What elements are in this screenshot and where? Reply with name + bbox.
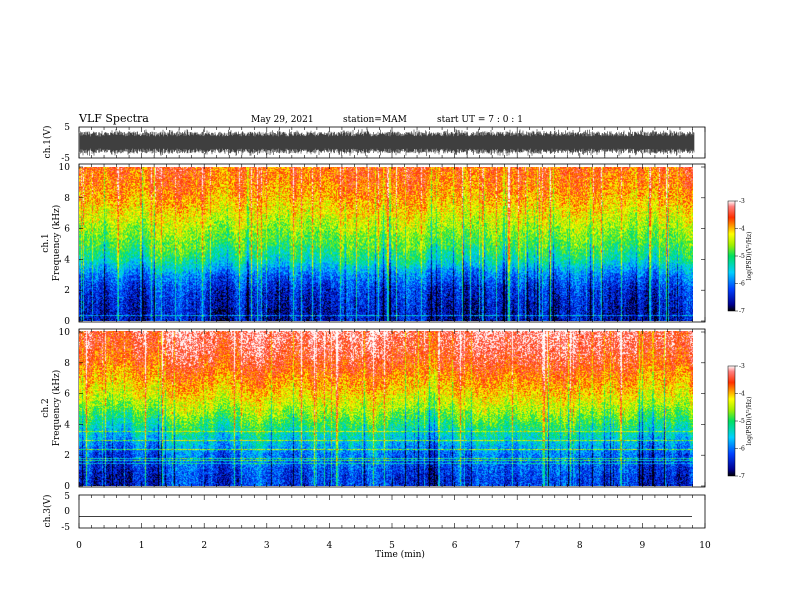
frequency-tick-label: 8 (64, 194, 70, 204)
ch1-waveform-trace (79, 128, 695, 157)
ch3-voltage-axis-label: ch.3(V) (42, 495, 53, 528)
frequency-tick-label: 0 (64, 317, 70, 327)
ch2-spectrogram-image (79, 331, 693, 486)
ch1-ytick-neg5: -5 (61, 154, 70, 164)
frequency-tick-label: 4 (64, 255, 70, 265)
ch3-ytick-0: 0 (64, 507, 70, 517)
time-tick-label: 4 (327, 541, 333, 551)
start-ut-label: start UT = 7 : 0 : 1 (437, 115, 523, 125)
ch1-colorbar (727, 200, 736, 312)
colorbar-tick-label: -5 (739, 418, 745, 425)
ch1-label: ch.1 (41, 233, 51, 252)
ch3-ytick-5: 5 (64, 492, 70, 502)
figure-title: VLF Spectra (78, 112, 149, 125)
colorbar-tick-label: -4 (739, 391, 745, 398)
colorbar-tick-label: -7 (739, 308, 745, 315)
date-label: May 29, 2021 (251, 115, 314, 125)
time-tick-label: 7 (514, 541, 520, 551)
ch2-label: ch.2 (41, 398, 51, 417)
ch1-voltage-axis-label: ch.1(V) (42, 126, 53, 159)
colorbar-tick-label: -3 (739, 198, 745, 205)
station-label: station=MAM (343, 115, 407, 125)
frequency-tick-label: 0 (64, 482, 70, 492)
ch1-waveform-path (79, 128, 695, 157)
time-tick-label: 1 (139, 541, 145, 551)
frequency-tick-label: 10 (59, 328, 71, 338)
time-tick-label: 10 (699, 541, 711, 551)
colorbar-tick-label: -7 (739, 473, 745, 480)
frequency-tick-label: 10 (59, 163, 71, 173)
colorbar-tick-label: -3 (739, 363, 745, 370)
ch1-colorbar-label: log(PSD)(V²/Hz) (746, 232, 753, 281)
ch2-colorbar (727, 365, 736, 477)
time-axis-label: Time (min) (375, 549, 425, 560)
ch1-waveform-panel: 5 -5 ch.1(V) (42, 123, 706, 164)
time-tick-label: 9 (640, 541, 646, 551)
frequency-tick-label: 2 (64, 286, 70, 296)
ch3-ytick-neg5: -5 (61, 523, 70, 533)
time-tick-label: 2 (201, 541, 207, 551)
ch3-waveform-panel: 5 0 -5 ch.3(V) 0 1 2 3 4 5 6 7 8 9 10 Time (min) (42, 492, 711, 560)
time-tick-label: 5 (389, 541, 395, 551)
frequency-tick-label: 6 (64, 225, 70, 235)
ch2-frequency-axis-label: Frequency (kHz) (51, 370, 62, 447)
ch1-frequency-axis-label: Frequency (kHz) (51, 205, 62, 282)
ch2-colorbar-label: log(PSD)(V²/Hz) (746, 397, 753, 446)
colorbar-tick-label: -4 (739, 226, 745, 233)
time-tick-label: 8 (577, 541, 583, 551)
frequency-tick-label: 4 (64, 420, 70, 430)
colorbar-tick-label: -6 (739, 446, 745, 453)
colorbar-tick-label: -5 (739, 253, 745, 260)
time-tick-label: 0 (76, 541, 82, 551)
time-tick-label: 6 (452, 541, 458, 551)
frequency-tick-label: 6 (64, 390, 70, 400)
ch1-ytick-5: 5 (64, 123, 70, 133)
ch1-spectrogram-image (79, 167, 693, 321)
colorbar-tick-label: -6 (739, 281, 745, 288)
frequency-tick-label: 8 (64, 359, 70, 369)
time-tick-label: 3 (264, 541, 270, 551)
frequency-tick-label: 2 (64, 451, 70, 461)
